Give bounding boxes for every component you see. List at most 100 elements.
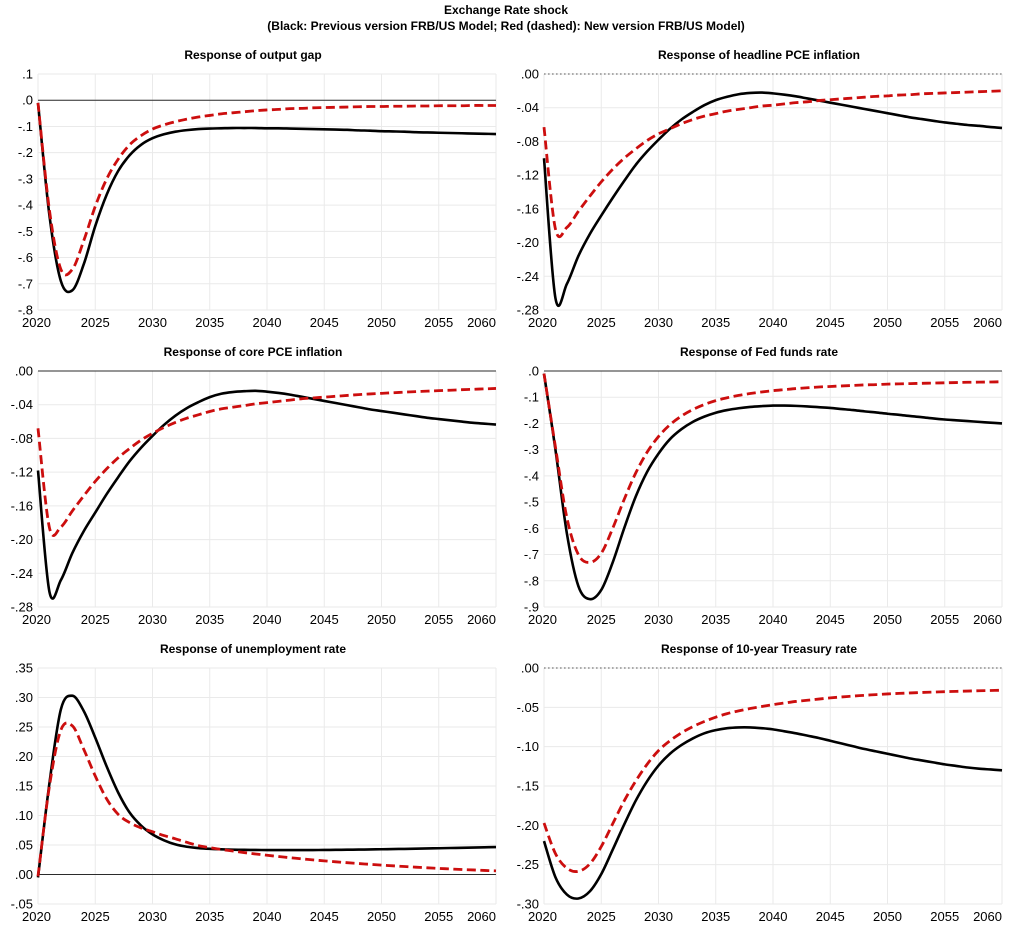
y-axis-labels: .0 -.1 -.2 -.3 -.4 -.5 -.6 -.7 -.8 -.9: [524, 364, 539, 615]
x-tick-label: 2055: [930, 909, 959, 924]
x-tick-label: 2040: [253, 315, 282, 330]
gridlines: [37, 667, 497, 905]
y-tick-label: .10: [15, 808, 33, 823]
panel-10-year-treasury-rate: Response of 10-year Treasury rate .00 -.0…: [506, 634, 1012, 931]
gridlines: [543, 667, 1003, 905]
x-tick-label: 2060: [973, 909, 1002, 924]
y-tick-label: -.10: [517, 739, 539, 754]
x-tick-label: 2045: [310, 315, 339, 330]
x-axis-labels: 2020 2025 2030 2035 2040 2045 2050 2055 2060: [22, 909, 496, 924]
y-tick-label: -.24: [11, 566, 33, 581]
y-tick-label: -.25: [517, 857, 539, 872]
x-tick-label: 2060: [467, 909, 496, 924]
y-axis-labels: .35 .30 .25 .20 .15 .10 .05 .00 -.05: [11, 661, 33, 912]
x-tick-label: 2050: [873, 909, 902, 924]
y-tick-label: -.2: [524, 416, 539, 431]
panel-fed-funds-rate: Response of Fed funds rate .0 -.1 -.2 -.3 -.…: [506, 337, 1012, 634]
y-tick-label: -.16: [11, 498, 33, 513]
x-axis-labels: 2020 2025 2030 2035 2040 2045 2050 2055 2060: [22, 612, 496, 627]
y-tick-label: -.15: [517, 779, 539, 794]
y-tick-label: -.20: [517, 235, 539, 250]
x-tick-label: 2020: [528, 909, 557, 924]
y-axis-labels: .00 -.05 -.10 -.15 -.20 -.25 -.30: [517, 661, 539, 912]
y-tick-label: .25: [15, 720, 33, 735]
x-tick-label: 2060: [467, 612, 496, 627]
x-tick-label: 2035: [701, 612, 730, 627]
y-tick-label: -.12: [11, 465, 33, 480]
panel-unemployment-rate: Response of unemployment rate .35 .30 .25.…: [0, 634, 506, 931]
x-tick-label: 2035: [195, 909, 224, 924]
x-tick-label: 2035: [701, 909, 730, 924]
x-tick-label: 2045: [310, 612, 339, 627]
gridlines: [37, 370, 497, 608]
x-tick-label: 2030: [644, 612, 673, 627]
x-tick-label: 2045: [816, 909, 845, 924]
y-tick-label: -.04: [517, 100, 539, 115]
y-tick-label: -.6: [18, 250, 33, 265]
x-tick-label: 2055: [930, 612, 959, 627]
panel-core-pce-inflation: Response of core PCE inflation .00 -.04 -.…: [0, 337, 506, 634]
y-tick-label: -.4: [524, 468, 539, 483]
y-tick-label: -.20: [517, 818, 539, 833]
panels-grid: Response of output gap .1 .0 -.1 -.2 -.3 -.4 -…: [0, 40, 1012, 931]
x-tick-label: 2050: [367, 909, 396, 924]
x-tick-label: 2025: [81, 909, 110, 924]
y-tick-label: -.5: [18, 224, 33, 239]
y-tick-label: .00: [521, 661, 539, 676]
y-tick-label: -.7: [18, 276, 33, 291]
y-tick-label: -.08: [517, 134, 539, 149]
y-tick-label: -.05: [11, 897, 33, 912]
y-tick-label: .0: [528, 364, 539, 379]
panel-title-headline-pce-inflation: Response of headline PCE inflation: [657, 48, 861, 62]
y-tick-label: -.20: [11, 532, 33, 547]
x-tick-label: 2020: [22, 612, 51, 627]
y-tick-label: -.2: [18, 145, 33, 160]
y-tick-label: -.28: [517, 303, 539, 318]
series-new-frbus-model: [36, 721, 497, 877]
y-tick-label: -.3: [18, 171, 33, 186]
x-tick-label: 2050: [367, 612, 396, 627]
x-tick-label: 2040: [759, 315, 788, 330]
y-tick-label: -.16: [517, 201, 539, 216]
panel-title-fed-funds-rate: Response of Fed funds rate: [679, 345, 839, 359]
x-tick-label: 2020: [22, 909, 51, 924]
y-tick-label: -.6: [524, 521, 539, 536]
x-tick-label: 2020: [528, 315, 557, 330]
y-tick-label: .30: [15, 690, 33, 705]
y-tick-label: -.1: [524, 390, 539, 405]
y-tick-label: .00: [521, 67, 539, 82]
x-tick-label: 2020: [528, 612, 557, 627]
x-tick-label: 2060: [973, 612, 1002, 627]
x-tick-label: 2030: [138, 612, 167, 627]
panel-headline-pce-inflation: Response of headline PCE inflation .00 -.…: [506, 40, 1012, 337]
figure-title: Exchange Rate shock: [443, 3, 569, 17]
y-tick-label: .35: [15, 661, 33, 676]
y-tick-label: -.04: [11, 397, 33, 412]
series-previous-frbus-model: [36, 389, 497, 600]
panel-output-gap: Response of output gap .1 .0 -.1 -.2 -.3 -.4 -…: [0, 40, 506, 337]
panel-title-10-year-treasury-rate: Response of 10-year Treasury rate: [660, 642, 858, 656]
y-tick-label: -.7: [524, 547, 539, 562]
x-tick-label: 2030: [138, 909, 167, 924]
x-tick-label: 2060: [973, 315, 1002, 330]
series-new-frbus-model: [542, 373, 1003, 564]
x-tick-label: 2050: [873, 315, 902, 330]
y-tick-label: -.1: [18, 119, 33, 134]
x-tick-label: 2025: [587, 315, 616, 330]
x-tick-label: 2035: [195, 612, 224, 627]
x-tick-label: 2055: [930, 315, 959, 330]
y-tick-label: -.30: [517, 897, 539, 912]
series-new-frbus-model: [36, 102, 496, 277]
y-tick-label: -.8: [18, 303, 33, 318]
x-axis-labels: 2020 2025 2030 2035 2040 2045 2050 2055 2060: [528, 612, 1002, 627]
x-tick-label: 2030: [644, 909, 673, 924]
y-tick-label: -.05: [517, 700, 539, 715]
series-previous-frbus-model: [36, 102, 497, 294]
x-axis-labels: 2020 2025 2030 2035 2040 2045 2050 2055 2060: [22, 315, 496, 330]
x-tick-label: 2045: [816, 315, 845, 330]
